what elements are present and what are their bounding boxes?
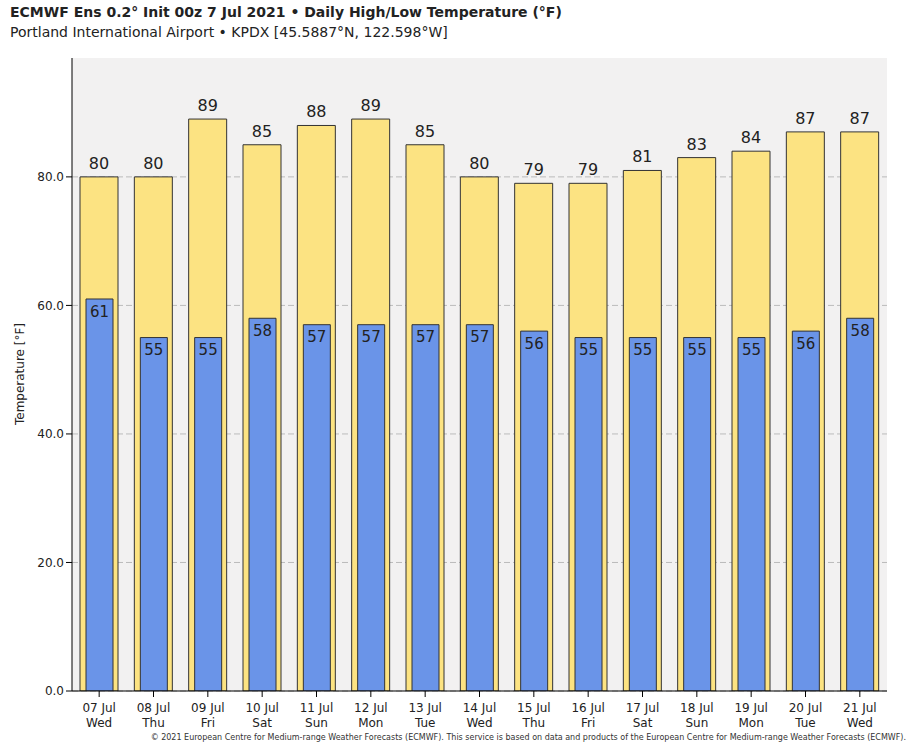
svg-text:55: 55 (633, 341, 652, 359)
svg-text:55: 55 (579, 341, 598, 359)
svg-text:89: 89 (197, 96, 217, 115)
svg-text:55: 55 (144, 341, 163, 359)
svg-text:60.0: 60.0 (37, 299, 64, 313)
svg-text:10 JulSat: 10 JulSat (245, 701, 279, 730)
svg-text:57: 57 (470, 328, 489, 346)
svg-text:21 JulWed: 21 JulWed (843, 701, 877, 730)
svg-text:80: 80 (469, 154, 489, 173)
svg-text:57: 57 (307, 328, 326, 346)
html-text:© 2021 European Centre for Med: © 2021 European Centre for Medium-range … (150, 733, 906, 742)
svg-text:83: 83 (686, 135, 706, 154)
svg-text:55: 55 (199, 341, 218, 359)
svg-text:80: 80 (89, 154, 109, 173)
html-text:Temperature [°F]: Temperature [°F] (13, 323, 27, 425)
svg-text:20.0: 20.0 (37, 556, 64, 570)
html-text:Portland International Airport: Portland International Airport • KPDX [4… (10, 24, 448, 40)
svg-text:20 JulTue: 20 JulTue (789, 701, 823, 730)
svg-text:81: 81 (632, 147, 652, 166)
svg-text:79: 79 (523, 160, 543, 179)
svg-text:61: 61 (90, 303, 109, 321)
svg-text:85: 85 (415, 122, 435, 141)
svg-text:88: 88 (306, 102, 326, 121)
svg-text:14 JulWed: 14 JulWed (463, 701, 497, 730)
svg-text:87: 87 (795, 109, 815, 128)
svg-text:79: 79 (578, 160, 598, 179)
svg-text:56: 56 (525, 335, 544, 353)
svg-text:07 JulWed: 07 JulWed (82, 701, 116, 730)
svg-text:58: 58 (253, 322, 272, 340)
svg-text:15 JulThu: 15 JulThu (517, 701, 551, 730)
svg-text:89: 89 (360, 96, 380, 115)
svg-text:55: 55 (742, 341, 761, 359)
svg-text:18 JulSun: 18 JulSun (680, 701, 714, 730)
svg-text:40.0: 40.0 (37, 427, 64, 441)
svg-text:13 JulTue: 13 JulTue (408, 701, 442, 730)
svg-text:16 JulFri: 16 JulFri (571, 701, 605, 730)
svg-text:84: 84 (741, 128, 761, 147)
svg-text:57: 57 (416, 328, 435, 346)
svg-text:80.0: 80.0 (37, 170, 64, 184)
svg-text:85: 85 (252, 122, 272, 141)
svg-text:56: 56 (796, 335, 815, 353)
svg-text:58: 58 (851, 322, 870, 340)
svg-text:80: 80 (143, 154, 163, 173)
svg-text:57: 57 (362, 328, 381, 346)
svg-text:09 JulFri: 09 JulFri (191, 701, 225, 730)
svg-text:55: 55 (688, 341, 707, 359)
svg-text:12 JulMon: 12 JulMon (354, 701, 388, 730)
svg-text:11 JulSun: 11 JulSun (300, 701, 334, 730)
svg-text:19 JulMon: 19 JulMon (734, 701, 768, 730)
svg-text:08 JulThu: 08 JulThu (137, 701, 171, 730)
svg-text:0.0: 0.0 (45, 684, 64, 698)
html-text:ECMWF Ens 0.2° Init 00z 7 Jul: ECMWF Ens 0.2° Init 00z 7 Jul 2021 • Dai… (10, 4, 562, 20)
svg-text:87: 87 (849, 109, 869, 128)
svg-text:17 JulSat: 17 JulSat (626, 701, 660, 730)
